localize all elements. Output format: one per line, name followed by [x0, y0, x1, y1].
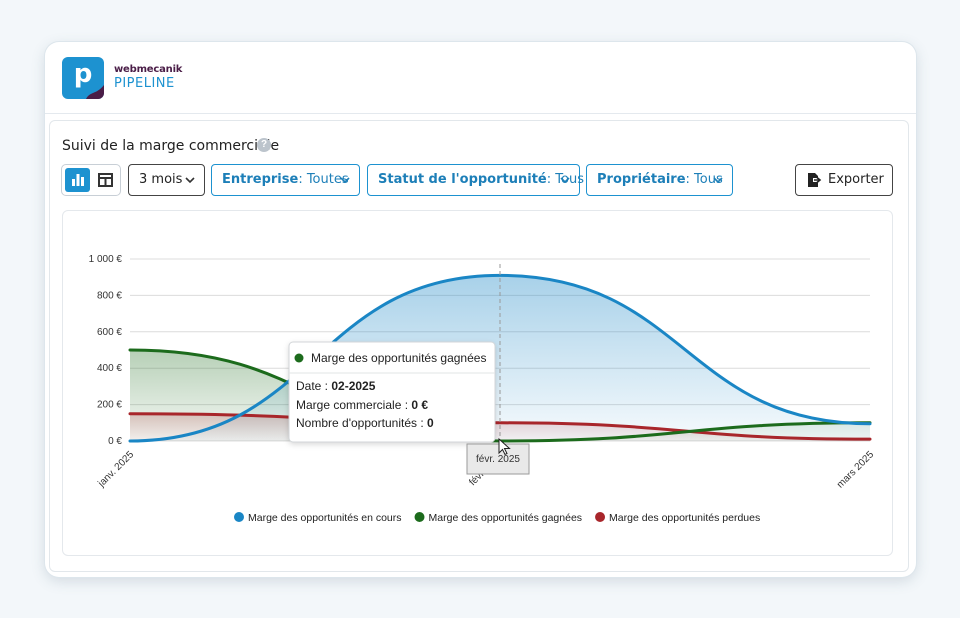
legend-label: Marge des opportunités en cours [248, 512, 402, 524]
status-filter-value: Tous [555, 172, 584, 187]
chevron-down-icon [185, 177, 195, 184]
export-button[interactable]: Exporter [795, 164, 893, 196]
chart-container: 0 € 200 € 400 € 600 € 800 € 1 000 € janv. 202… [62, 210, 893, 556]
y-tick-label: 200 € [97, 400, 122, 411]
y-tick-label: 600 € [97, 327, 122, 338]
legend-marker [234, 512, 244, 522]
panel-title: Suivi de la marge commerciale [62, 138, 280, 154]
brand-logo: p [62, 57, 104, 99]
brand-product: PIPELINE [114, 76, 175, 91]
bar-chart-icon [72, 174, 84, 186]
help-icon[interactable]: ? [257, 138, 271, 152]
y-tick-label: 1 000 € [89, 254, 123, 265]
tooltip-box [288, 341, 496, 443]
export-label: Exporter [828, 172, 884, 187]
status-filter[interactable]: Statut de l'opportunité: Tous [367, 164, 584, 196]
company-filter-key: Entreprise [222, 172, 299, 187]
legend-label: Marge des opportunités gagnées [429, 512, 583, 524]
series-line [128, 273, 872, 443]
hover-x-label-text: févr. 2025 [476, 454, 520, 465]
app-header: p webmecanik PIPELINE [45, 42, 916, 114]
chevron-down-icon [713, 177, 723, 184]
y-tick-label: 400 € [97, 363, 122, 374]
owner-filter-value: Tous [694, 172, 723, 187]
y-tick-label: 0 € [108, 436, 122, 447]
hover-x-label: févr. 2025 [466, 443, 530, 475]
x-tick-label: janv. 2025 [96, 449, 137, 490]
logo-swoosh-icon [86, 85, 104, 99]
brand-name: webmecanik [114, 64, 183, 75]
tooltip-row: Date : 02-2025 [296, 379, 376, 393]
hover-x-label-box [466, 443, 530, 475]
company-filter[interactable]: Entreprise: Toutes [211, 164, 360, 196]
tooltip-row: Nombre d'opportunités : 0 [296, 416, 434, 430]
main-card: p webmecanik PIPELINE Suivi de la marge … [45, 42, 916, 577]
period-value: 3 mois [139, 172, 183, 187]
chevron-down-icon [560, 177, 570, 184]
legend-marker [414, 512, 425, 522]
period-select[interactable]: 3 mois [128, 164, 205, 196]
tooltip-row: Marge commerciale : 0 € [296, 398, 428, 412]
tooltip-marker [294, 353, 304, 363]
legend-label: Marge des opportunités perdues [609, 512, 760, 524]
owner-filter[interactable]: Propriétaire: Tous [586, 164, 733, 196]
table-icon [98, 173, 113, 187]
status-filter-key: Statut de l'opportunité [378, 172, 547, 187]
margin-panel: Suivi de la marge commerciale ? 3 mois [49, 120, 909, 572]
x-tick-label: mars 2025 [835, 449, 876, 490]
margin-chart: 0 € 200 € 400 € 600 € 800 € 1 000 € janv. 202… [89, 254, 877, 524]
view-toggle [61, 164, 121, 196]
logo-glyph: p [73, 59, 93, 89]
chevron-down-icon [340, 177, 350, 184]
tooltip-title: Marge des opportunités gagnées [311, 351, 486, 365]
y-tick-label: 800 € [97, 290, 122, 301]
series-line [128, 412, 872, 441]
mouse-cursor-icon [498, 437, 511, 456]
company-filter-value: Toutes [306, 172, 349, 187]
legend-marker [595, 512, 606, 522]
chart-view-button[interactable] [65, 168, 90, 192]
owner-filter-key: Propriétaire [597, 172, 686, 187]
export-file-icon [808, 173, 822, 187]
table-view-button[interactable] [93, 168, 118, 192]
